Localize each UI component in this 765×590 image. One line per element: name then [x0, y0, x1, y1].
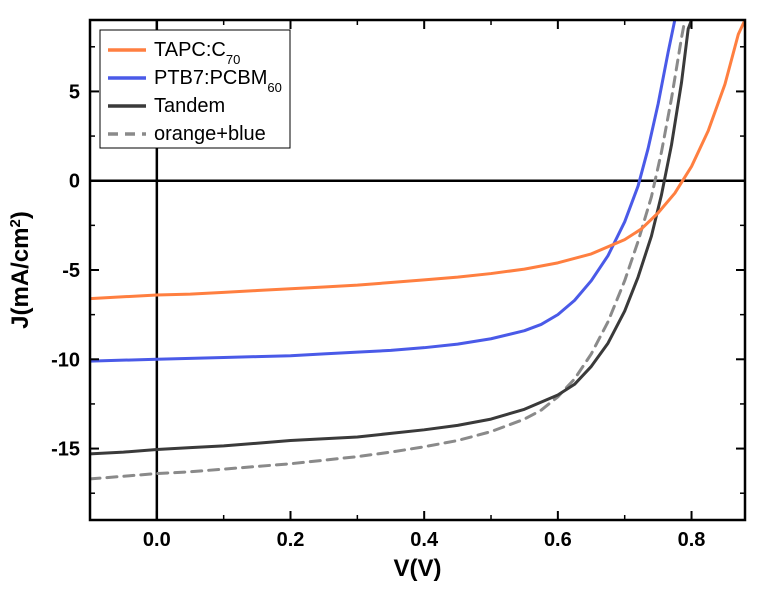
legend-label-tandem: Tandem — [154, 95, 225, 117]
jv-chart: 0.00.20.40.60.8-15-10-505V(V)J(mA/cm2)TA… — [0, 0, 765, 590]
y-tick-label: 5 — [69, 81, 80, 103]
x-tick-label: 0.6 — [544, 529, 572, 551]
x-tick-label: 0.2 — [277, 529, 305, 551]
x-tick-label: 0.4 — [410, 529, 439, 551]
y-tick-label: -15 — [51, 439, 80, 461]
y-tick-label: -10 — [51, 349, 80, 371]
y-tick-label: 0 — [69, 171, 80, 193]
y-tick-label: -5 — [62, 260, 80, 282]
x-tick-label: 0.0 — [143, 529, 171, 551]
legend-label-sum: orange+blue — [154, 123, 266, 145]
legend: TAPC:C70PTB7:PCBM60Tandemorange+blue — [100, 30, 290, 148]
x-axis-label: V(V) — [394, 555, 442, 582]
x-tick-label: 0.8 — [678, 529, 706, 551]
y-axis-label: J(mA/cm2) — [7, 211, 35, 329]
